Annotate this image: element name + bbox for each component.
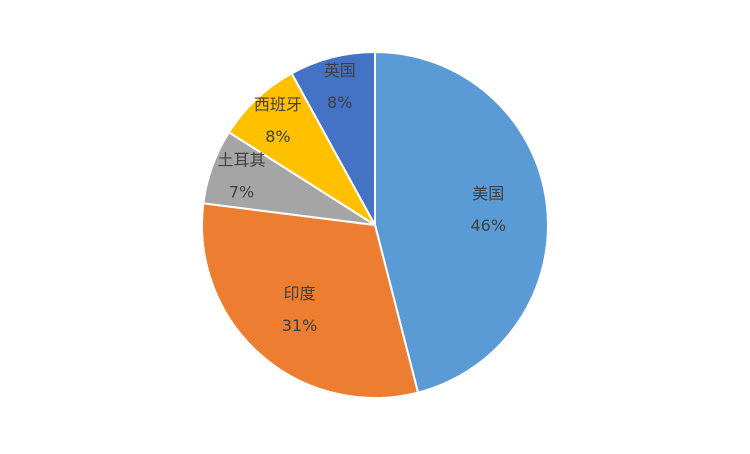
slice-label-value: 8% bbox=[265, 127, 290, 146]
slice-label-name: 土耳其 bbox=[218, 150, 266, 169]
slice-label-name: 印度 bbox=[283, 284, 315, 303]
slice-label-name: 西班牙 bbox=[254, 95, 302, 114]
slice-label-name: 美国 bbox=[472, 184, 504, 203]
pie-slice bbox=[201, 202, 420, 399]
slice-label-value: 7% bbox=[229, 182, 254, 201]
slice-label-value: 8% bbox=[327, 93, 352, 112]
slice-label-value: 31% bbox=[282, 316, 318, 335]
slice-label-value: 46% bbox=[470, 216, 506, 235]
pie-slice bbox=[374, 50, 549, 394]
pie-slice bbox=[290, 50, 376, 226]
slice-label-name: 英国 bbox=[324, 61, 356, 80]
